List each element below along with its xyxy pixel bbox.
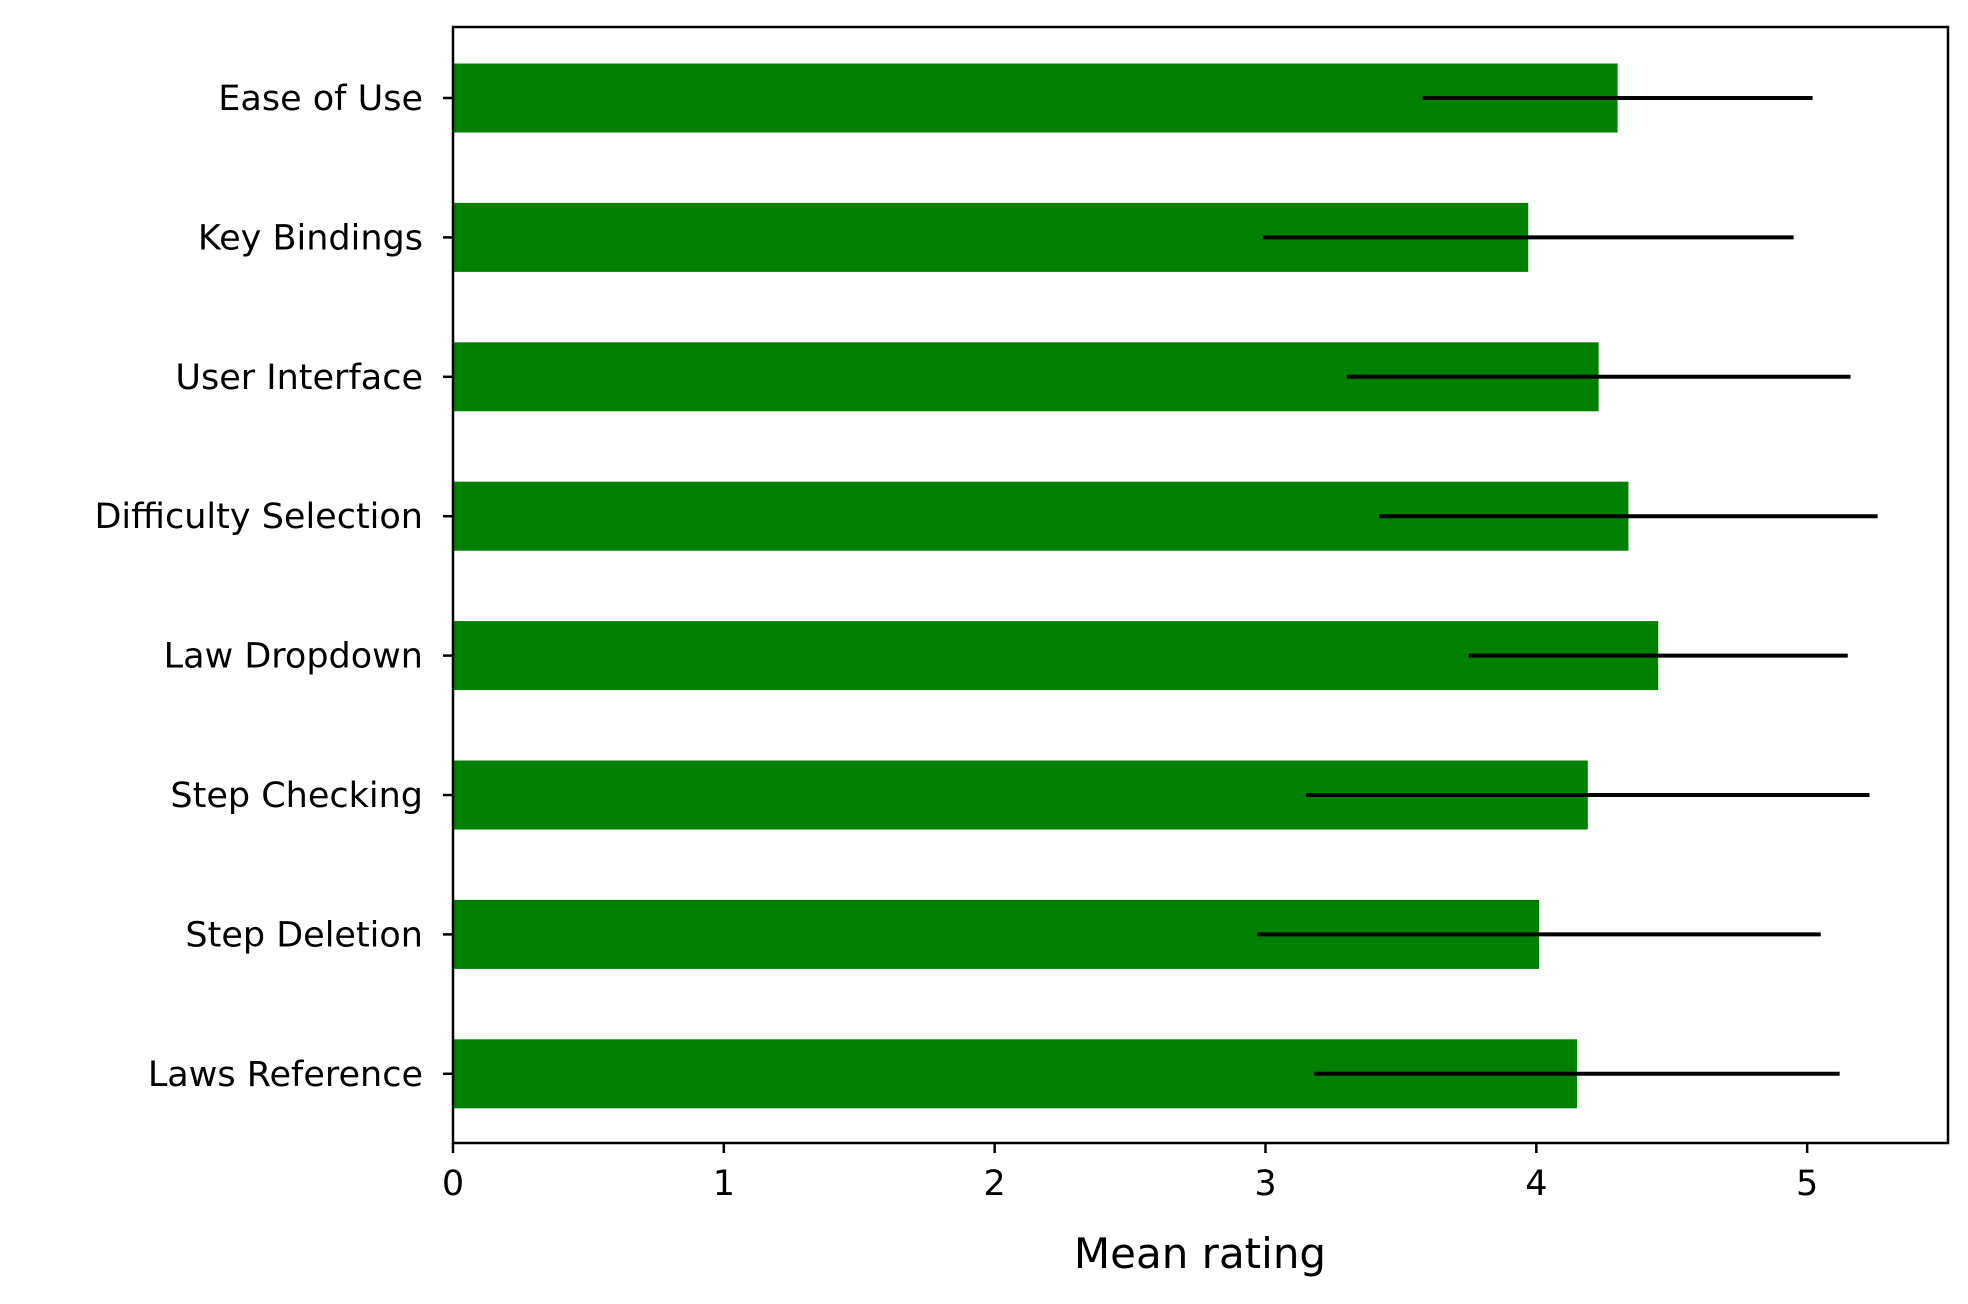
y-tick-label: Key Bindings (198, 218, 423, 258)
plot-frame (451, 25, 1950, 1145)
x-tick-label: 2 (984, 1164, 1006, 1204)
x-axis: 0 1 2 3 4 5 (442, 1143, 1818, 1204)
y-tick-label: Laws Reference (148, 1055, 423, 1095)
bar (453, 621, 1659, 691)
y-tick-label: Step Deletion (185, 915, 423, 955)
error-bars-layer (1257, 96, 1878, 1076)
y-axis: Ease of Use Key Bindings User Interface Dif… (94, 79, 453, 1095)
y-tick-label: User Interface (175, 358, 423, 398)
y-tick-label: Difficulty Selection (94, 497, 423, 537)
y-tick-label: Law Dropdown (164, 637, 423, 677)
x-axis-title: Mean rating (1074, 1229, 1326, 1278)
x-tick-label: 4 (1525, 1164, 1547, 1204)
y-tick-label: Step Checking (170, 776, 423, 816)
x-tick-label: 0 (442, 1164, 464, 1204)
bars-layer (453, 63, 1659, 1109)
y-tick-label: Ease of Use (218, 79, 423, 119)
x-tick-label: 5 (1796, 1164, 1818, 1204)
x-tick-label: 1 (713, 1164, 735, 1204)
x-tick-label: 3 (1254, 1164, 1276, 1204)
